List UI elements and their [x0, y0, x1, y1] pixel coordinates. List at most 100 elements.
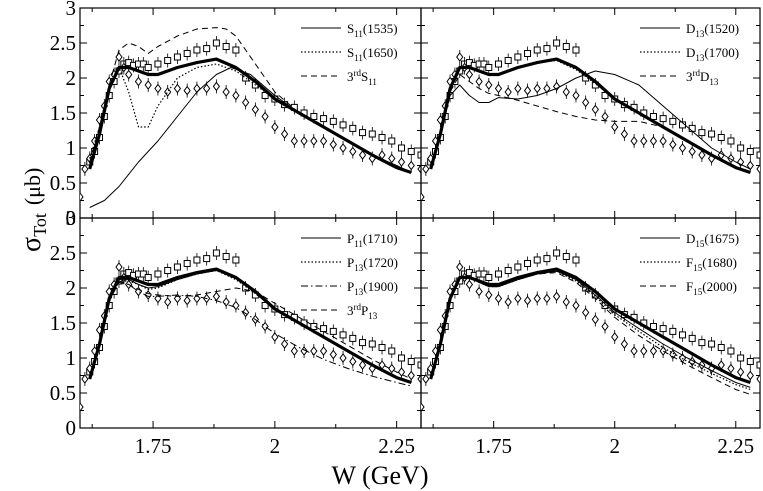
data-point-square	[154, 60, 162, 68]
data-point-diamond	[494, 83, 503, 94]
legend-label: 3rdS11	[347, 68, 377, 87]
data-point-diamond	[349, 146, 357, 157]
legend-label: D13(1520)	[686, 21, 739, 39]
x-tick-label: 2.25	[717, 434, 754, 458]
data-point-square	[543, 45, 551, 53]
legend-label: D15(1675)	[686, 231, 739, 249]
data-point-diamond	[81, 164, 89, 174]
data-point-square	[679, 331, 687, 339]
data-point-square	[407, 358, 415, 365]
data-point-square	[572, 46, 580, 54]
data-point-diamond	[591, 104, 599, 115]
data-point-diamond	[290, 136, 298, 146]
data-point-square	[756, 151, 760, 159]
data-point-diamond	[514, 293, 522, 304]
legend-label: 3rdP13	[347, 302, 378, 321]
data-point-square	[659, 115, 667, 123]
y-tick-label: 1	[66, 136, 77, 160]
panel-bottom-right: 1.75 2 2.25 D15(1675) F15(1680) F15(2000)	[420, 217, 761, 458]
data-point-square	[144, 274, 152, 281]
curve-F15(2000)	[430, 272, 751, 395]
data-point-diamond	[523, 295, 532, 306]
data-point-diamond	[698, 150, 706, 160]
data-point-square	[173, 53, 181, 61]
data-point-square	[329, 327, 337, 335]
data-point-square	[349, 124, 357, 132]
data-point-square	[407, 148, 415, 155]
data-point-diamond	[659, 136, 667, 146]
data-point-square	[649, 323, 657, 330]
data-point-diamond	[417, 374, 421, 384]
data-point-square	[310, 323, 318, 330]
data-point-square	[494, 60, 502, 68]
data-point-square	[320, 325, 328, 333]
data-point-square	[398, 144, 406, 152]
data-point-diamond	[475, 76, 483, 87]
data-point-square	[601, 92, 609, 99]
data-point-diamond	[173, 83, 182, 94]
legend-label: 3rdD13	[686, 68, 719, 87]
data-point-diamond	[504, 297, 512, 307]
data-point-diamond	[514, 83, 522, 94]
data-point-diamond	[319, 346, 328, 356]
data-point-diamond	[222, 297, 230, 307]
data-point-square	[329, 117, 337, 125]
data-point-diamond	[212, 81, 221, 92]
panel-frame	[79, 217, 422, 429]
data-point-square	[222, 253, 230, 260]
x-tick-label: 2.25	[378, 434, 415, 458]
data-point-square	[669, 327, 677, 335]
data-point-diamond	[562, 297, 570, 307]
curve-S11(1535)	[89, 67, 412, 208]
data-point-diamond	[310, 346, 318, 356]
data-point-square	[514, 53, 522, 61]
data-point-square	[212, 249, 220, 257]
data-point-diamond	[475, 286, 483, 297]
data-point-diamond	[552, 81, 561, 92]
curve-3rdP13	[89, 281, 412, 380]
data-point-diamond	[388, 363, 396, 374]
data-point-diamond	[242, 97, 250, 108]
data-point-square	[727, 347, 735, 355]
data-point-diamond	[611, 122, 619, 132]
data-point-square	[388, 137, 396, 145]
data-point-square	[193, 46, 201, 54]
data-point-diamond	[620, 129, 629, 139]
data-point-square	[222, 43, 230, 50]
data-point-square	[562, 253, 570, 260]
legend-label: F15(1680)	[686, 255, 737, 273]
data-point-square	[144, 64, 152, 71]
data-point-square	[533, 256, 541, 264]
data-point-square	[378, 134, 386, 141]
data-point-square	[494, 270, 502, 278]
data-point-diamond	[421, 402, 425, 412]
data-point-square	[649, 113, 657, 120]
data-point-diamond	[280, 339, 289, 349]
data-point-square	[368, 130, 376, 138]
data-point-diamond	[533, 83, 541, 94]
data-point-diamond	[485, 290, 493, 300]
legend-label: P13(1900)	[347, 279, 398, 297]
data-point-square	[708, 340, 716, 348]
data-point-diamond	[261, 321, 269, 332]
data-point-diamond	[261, 111, 269, 122]
data-point-square	[193, 256, 201, 264]
data-point-square	[183, 260, 191, 267]
data-point-diamond	[339, 353, 347, 363]
data-point-square	[688, 124, 696, 132]
data-point-square	[261, 92, 269, 99]
data-point-square	[659, 325, 667, 333]
data-point-diamond	[678, 143, 687, 153]
curve-F15(1680)	[430, 270, 751, 391]
data-point-diamond	[591, 314, 599, 325]
data-point-square	[737, 144, 745, 152]
data-point-square	[378, 344, 386, 351]
data-point-diamond	[456, 262, 464, 272]
plot-area	[421, 36, 760, 204]
data-point-diamond	[310, 136, 318, 146]
data-point-diamond	[154, 83, 162, 94]
data-point-square	[359, 129, 367, 137]
data-point-diamond	[183, 295, 191, 306]
data-point-diamond	[422, 164, 430, 174]
